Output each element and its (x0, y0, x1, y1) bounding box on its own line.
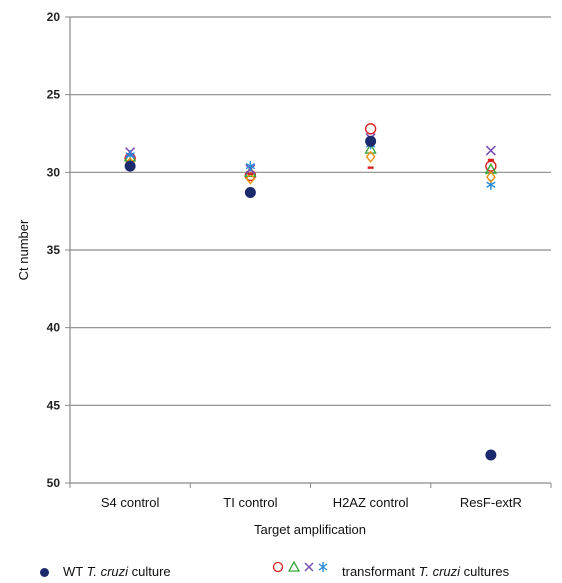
y-tick-label: 45 (47, 398, 61, 412)
axes (65, 16, 552, 488)
x-tick-label: S4 control (101, 495, 160, 510)
point-open-diamond (245, 172, 256, 185)
x-axis-title: Target amplification (254, 522, 366, 537)
point-wt (244, 187, 256, 199)
point-open-diamond (485, 170, 496, 184)
point-open-triangle (364, 142, 377, 154)
legend-transformant-suffix: cultures (460, 564, 510, 579)
open-triangle-icon (287, 560, 301, 572)
x-tick-labels: S4 control TI control H2AZ control ResF-ext… (101, 495, 522, 510)
x-tick-label: TI control (223, 495, 277, 510)
point-dash (367, 166, 374, 169)
x-tick-label: ResF-extR (460, 495, 522, 510)
legend-wt-species: T. cruzi (86, 564, 129, 579)
legend-transformant-species: T. cruzi (418, 564, 461, 579)
point-asterisk (245, 161, 256, 172)
cross-icon (304, 562, 314, 572)
data-points (123, 123, 498, 461)
y-tick-labels: 20 25 30 35 40 45 50 (47, 10, 61, 490)
legend: WT T. cruzi culture transformant T. cruz… (0, 560, 562, 580)
y-tick-label: 50 (47, 476, 61, 490)
legend-transformant-prefix: transformant (342, 564, 419, 579)
x-tick-label: H2AZ control (333, 495, 409, 510)
point-dash (487, 158, 494, 162)
point-cross (485, 145, 496, 156)
legend-transformant: transformant T. cruzi cultures (342, 564, 509, 579)
y-axis-title: Ct number (16, 219, 31, 280)
point-open-diamond (365, 150, 376, 163)
legend-transformant-markers (272, 560, 328, 573)
filled-circle-icon (40, 568, 49, 578)
point-open-circle (364, 123, 377, 135)
y-tick-label: 40 (47, 321, 61, 335)
y-tick-label: 20 (47, 10, 61, 24)
point-wt (485, 449, 497, 461)
legend-wt-prefix: WT (63, 564, 87, 579)
point-wt (365, 135, 377, 147)
asterisk-icon (318, 562, 328, 572)
point-dash (247, 172, 254, 176)
y-tick-label: 30 (47, 165, 61, 179)
open-circle-icon (272, 561, 284, 573)
point-wt (124, 160, 136, 172)
legend-wt-suffix: culture (128, 564, 171, 579)
point-open-triangle (484, 162, 498, 174)
gridlines (70, 16, 551, 406)
y-tick-label: 35 (47, 243, 61, 257)
legend-wt: WT T. cruzi culture (40, 564, 171, 579)
y-tick-label: 25 (47, 88, 61, 102)
